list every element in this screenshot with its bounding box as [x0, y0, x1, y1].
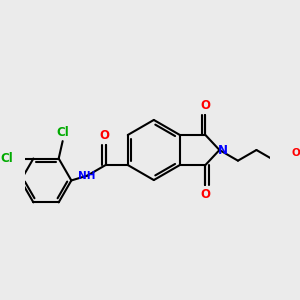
Text: O: O: [292, 148, 300, 158]
Text: Cl: Cl: [0, 152, 13, 165]
Text: O: O: [200, 99, 210, 112]
Text: N: N: [218, 143, 228, 157]
Text: Cl: Cl: [56, 126, 69, 139]
Text: O: O: [200, 188, 210, 201]
Text: NH: NH: [78, 172, 95, 182]
Text: O: O: [100, 130, 110, 142]
